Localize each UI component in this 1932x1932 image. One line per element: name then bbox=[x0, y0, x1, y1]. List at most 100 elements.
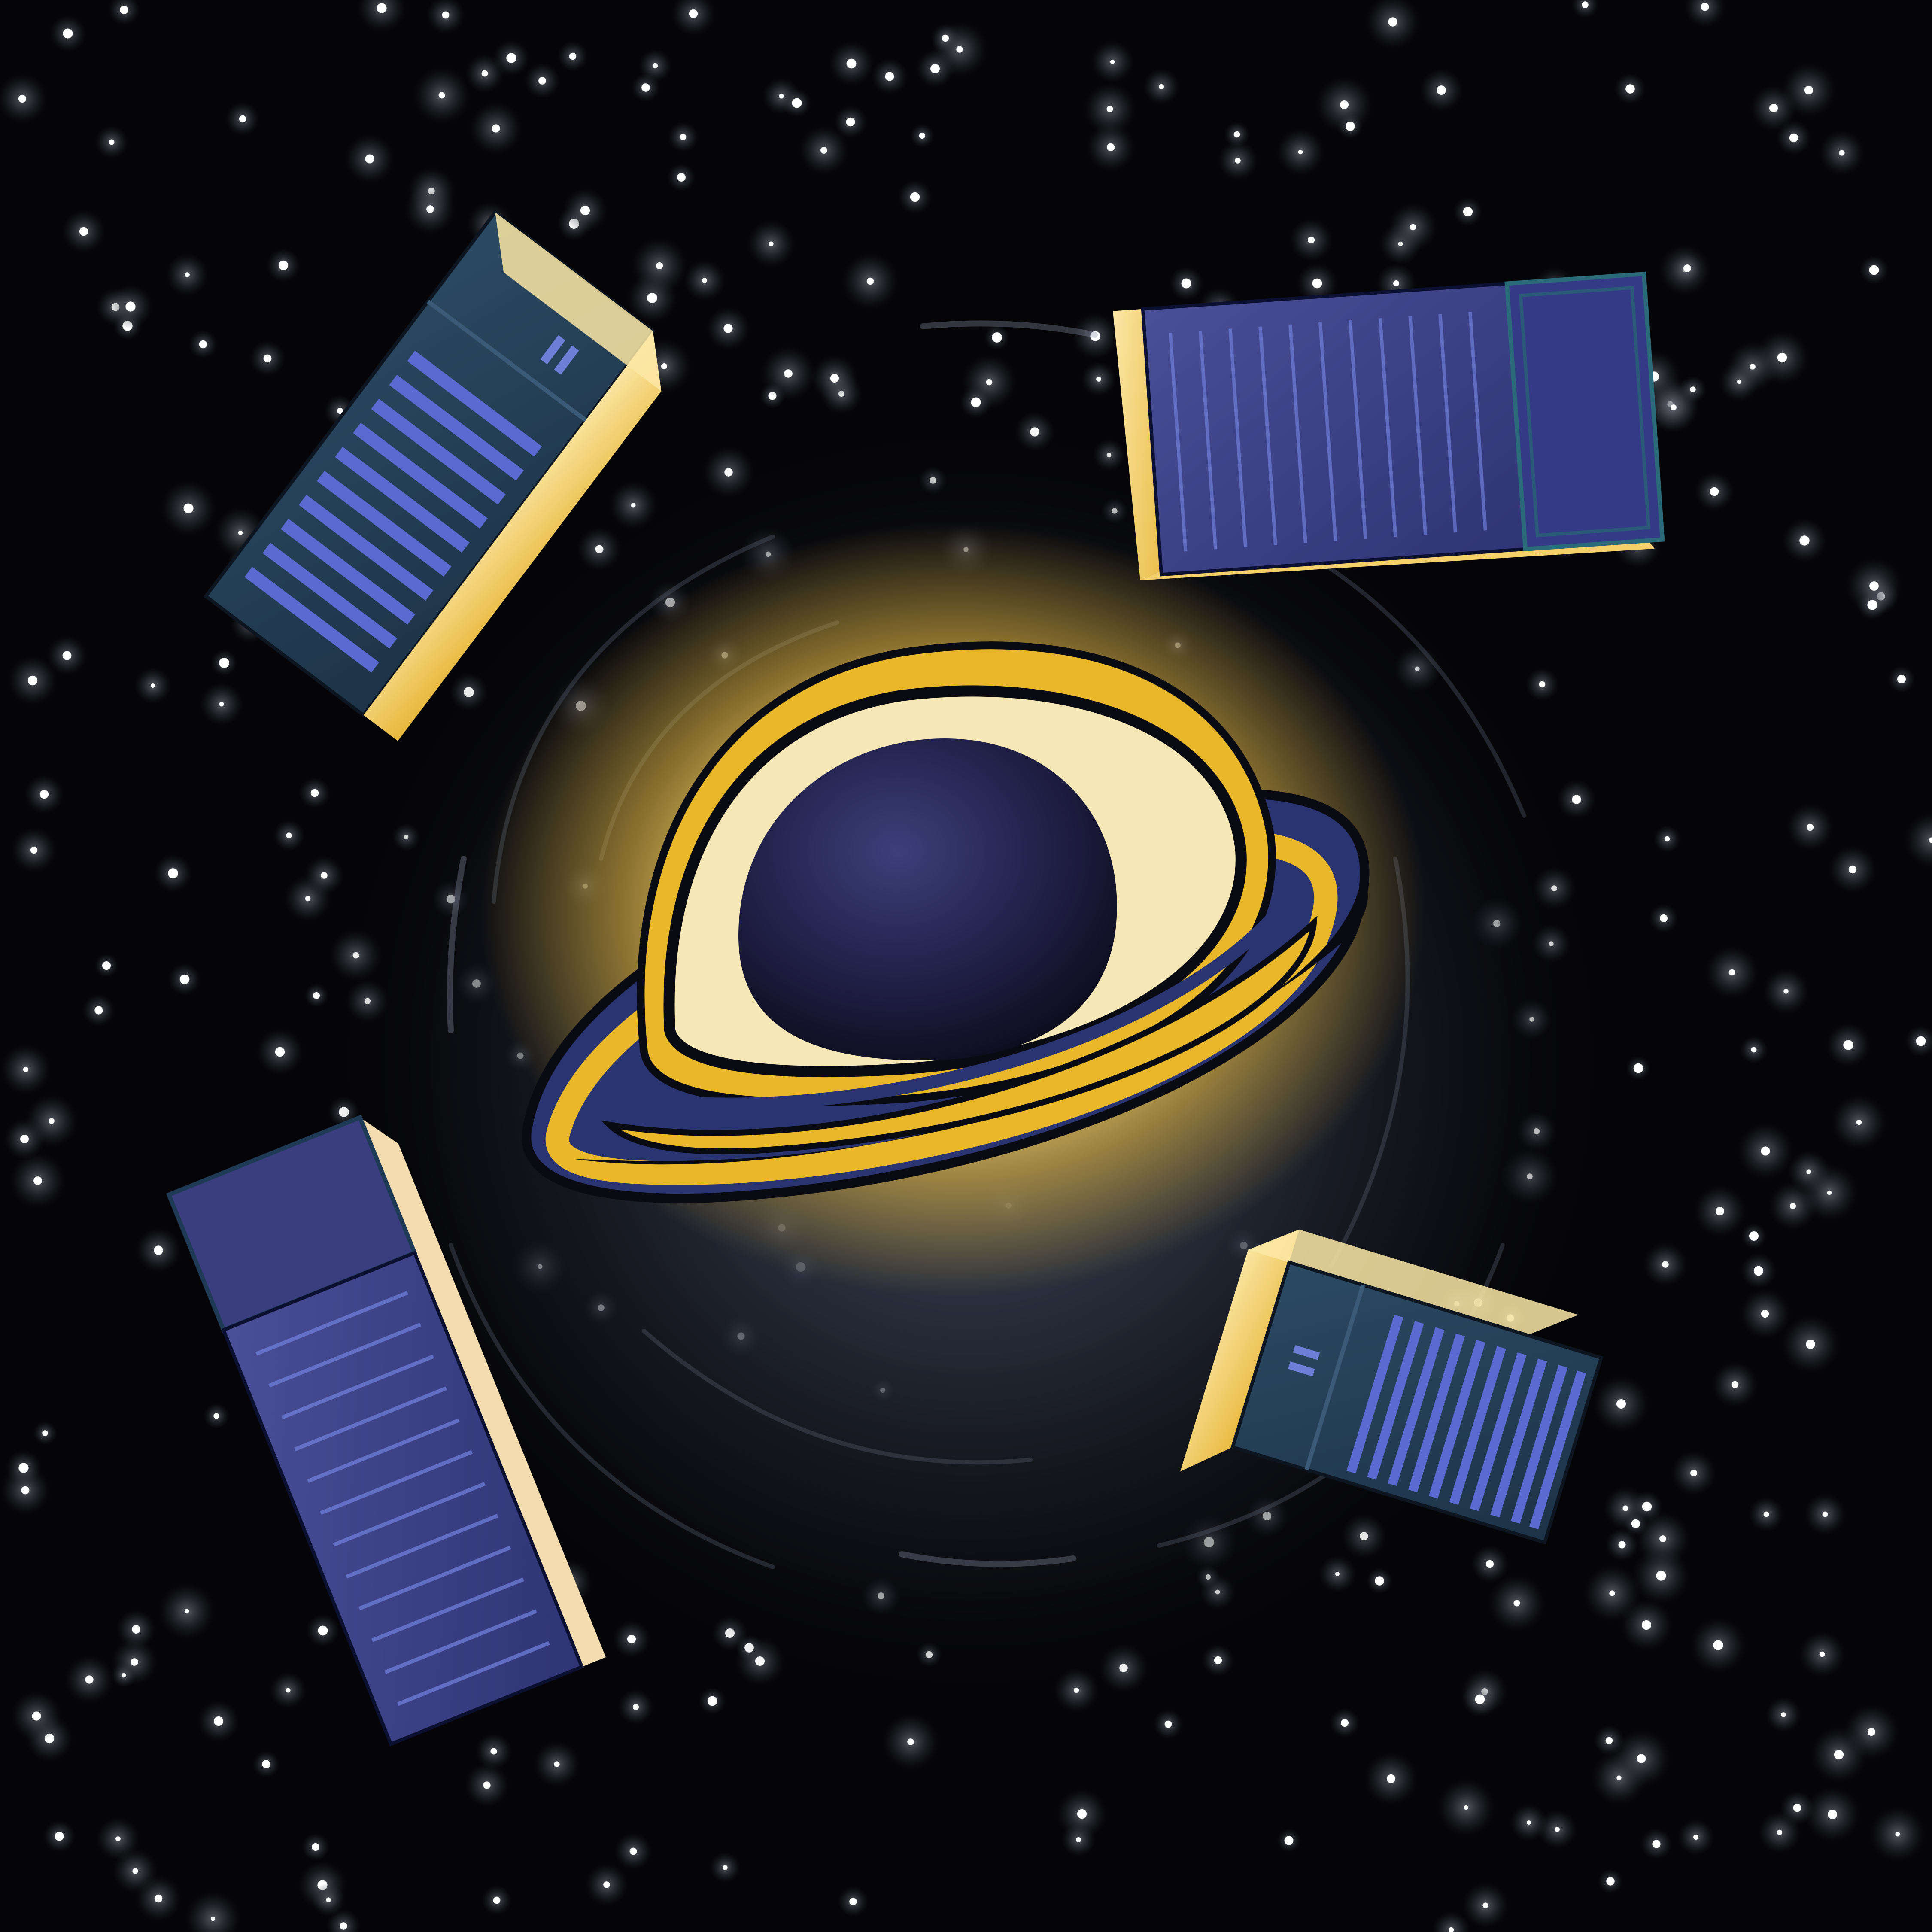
star-icon bbox=[286, 1688, 291, 1693]
star-icon bbox=[1618, 1541, 1626, 1549]
star-icon bbox=[919, 132, 926, 139]
star-icon bbox=[846, 58, 857, 69]
star-icon bbox=[1761, 1309, 1769, 1318]
star-icon bbox=[199, 340, 207, 349]
star-icon bbox=[1513, 1600, 1520, 1607]
star-icon bbox=[442, 11, 450, 19]
star-icon bbox=[1867, 1728, 1876, 1736]
star-icon bbox=[102, 961, 111, 970]
star-icon bbox=[603, 1881, 610, 1888]
star-icon bbox=[321, 872, 328, 879]
star-icon bbox=[1789, 133, 1798, 143]
star-icon bbox=[340, 1922, 347, 1930]
star-icon bbox=[49, 1118, 55, 1124]
star-icon bbox=[1806, 823, 1814, 831]
star-icon bbox=[1475, 1694, 1485, 1704]
star-icon bbox=[1660, 914, 1668, 922]
star-icon bbox=[125, 301, 136, 312]
star-icon bbox=[1312, 278, 1322, 289]
star-icon bbox=[866, 277, 874, 285]
star-icon bbox=[278, 260, 289, 270]
star-icon bbox=[631, 503, 636, 508]
star-icon bbox=[426, 205, 434, 213]
star-icon bbox=[707, 1696, 717, 1706]
star-icon bbox=[20, 1135, 29, 1143]
star-icon bbox=[310, 789, 319, 797]
star-icon bbox=[213, 1413, 219, 1419]
star-icon bbox=[79, 227, 88, 236]
star-icon bbox=[820, 147, 827, 154]
star-icon bbox=[131, 1658, 138, 1666]
star-icon bbox=[286, 832, 292, 838]
star-icon bbox=[779, 94, 784, 99]
star-icon bbox=[1783, 989, 1789, 994]
star-icon bbox=[942, 34, 949, 42]
star-icon bbox=[438, 92, 445, 99]
star-icon bbox=[1375, 1576, 1384, 1586]
star-icon bbox=[986, 379, 993, 386]
star-icon bbox=[32, 1711, 41, 1721]
star-icon bbox=[483, 1781, 491, 1789]
star-icon bbox=[1437, 85, 1446, 95]
star-icon bbox=[971, 397, 981, 407]
shipping-container-icon bbox=[1113, 271, 1665, 580]
star-icon bbox=[849, 1898, 857, 1905]
star-icon bbox=[506, 53, 516, 63]
star-icon bbox=[1834, 1750, 1844, 1760]
star-icon bbox=[846, 117, 855, 127]
star-icon bbox=[538, 77, 546, 85]
star-icon bbox=[1298, 149, 1303, 155]
star-icon bbox=[1464, 1805, 1469, 1810]
star-icon bbox=[1856, 1119, 1862, 1125]
star-icon bbox=[1839, 150, 1845, 156]
star-icon bbox=[219, 702, 224, 707]
star-icon bbox=[490, 1748, 497, 1755]
star-icon bbox=[1693, 1835, 1698, 1840]
star-icon bbox=[168, 868, 178, 878]
star-icon bbox=[1341, 1719, 1349, 1727]
star-icon bbox=[1690, 1470, 1697, 1476]
star-icon bbox=[1751, 1047, 1757, 1053]
star-halo bbox=[1432, 1911, 1470, 1932]
star-icon bbox=[702, 278, 707, 283]
star-icon bbox=[263, 354, 272, 363]
star-icon bbox=[179, 974, 190, 984]
star-icon bbox=[21, 1486, 30, 1495]
star-icon bbox=[1867, 600, 1877, 610]
star-icon bbox=[1777, 1829, 1783, 1835]
star-icon bbox=[885, 72, 894, 81]
star-icon bbox=[554, 1761, 560, 1767]
star-halo bbox=[1684, 0, 1725, 27]
star-icon bbox=[1929, 837, 1932, 843]
star-icon bbox=[154, 1894, 163, 1903]
star-icon bbox=[1827, 1190, 1832, 1195]
star-icon bbox=[1106, 106, 1113, 112]
star-halo bbox=[1571, 0, 1599, 18]
star-icon bbox=[1749, 1231, 1759, 1241]
star-icon bbox=[210, 1916, 216, 1921]
star-icon bbox=[1214, 1656, 1222, 1665]
star-icon bbox=[1753, 1266, 1764, 1276]
star-icon bbox=[213, 1716, 224, 1726]
star-icon bbox=[151, 683, 155, 688]
star-icon bbox=[63, 28, 73, 39]
star-icon bbox=[493, 1896, 501, 1904]
star-icon bbox=[661, 363, 667, 369]
star-icon bbox=[1555, 1827, 1560, 1832]
star-icon bbox=[115, 1836, 121, 1841]
star-icon bbox=[1233, 131, 1240, 138]
star-icon bbox=[1482, 1902, 1488, 1908]
star-icon bbox=[641, 83, 650, 92]
star-icon bbox=[1606, 1877, 1615, 1886]
star-icon bbox=[627, 1635, 636, 1643]
star-icon bbox=[33, 1176, 42, 1185]
star-icon bbox=[1625, 84, 1635, 94]
star-icon bbox=[992, 332, 1002, 343]
star-icon bbox=[1662, 1261, 1669, 1268]
star-icon bbox=[492, 124, 500, 133]
star-icon bbox=[239, 115, 246, 123]
star-icon bbox=[1388, 17, 1397, 27]
star-icon bbox=[1463, 207, 1473, 217]
star-icon bbox=[677, 173, 686, 182]
star-icon bbox=[1659, 1535, 1666, 1542]
